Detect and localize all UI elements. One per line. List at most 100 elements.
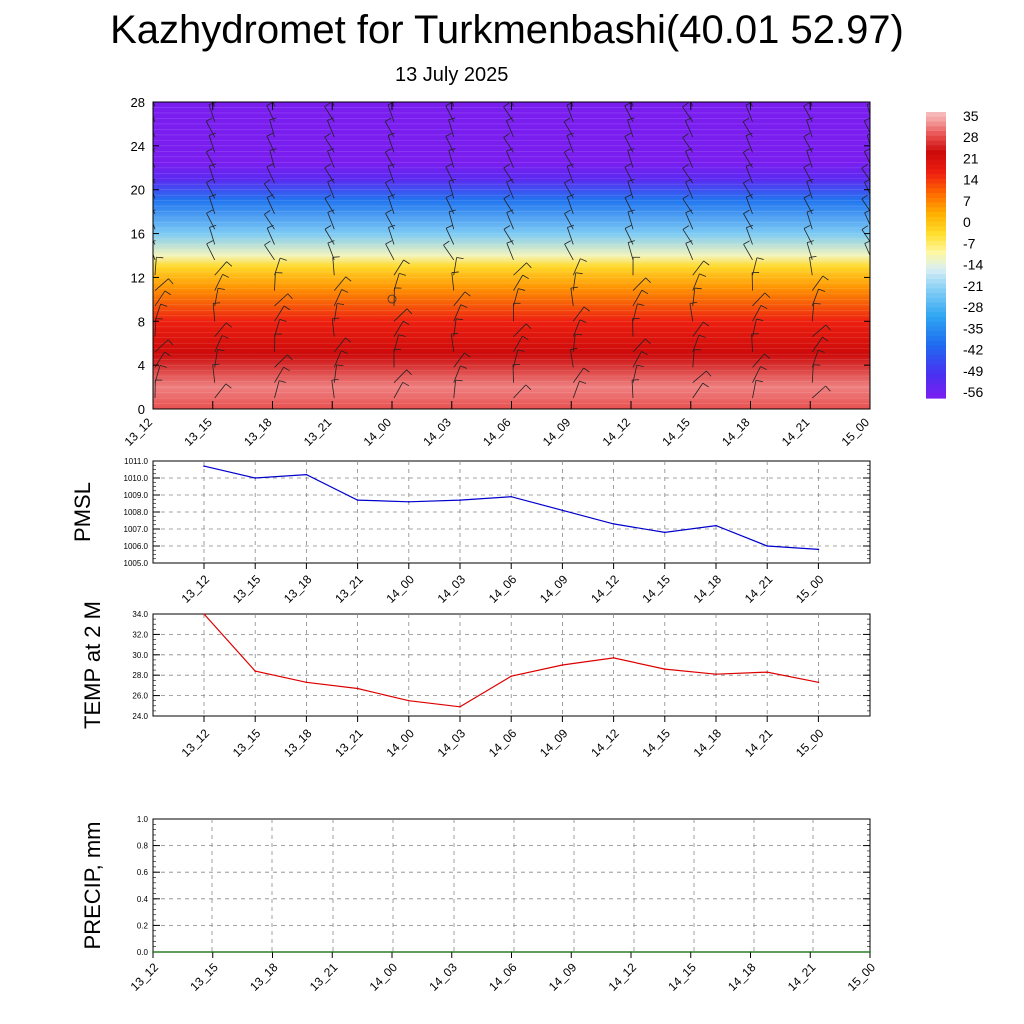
wind-barb [570,288,574,306]
wind-barb-flag [283,366,290,372]
y-axis-label: PRECIP, mm [80,822,105,950]
wind-barb-flag [567,194,575,198]
wind-barb [685,243,694,261]
wind-barb-flag [526,262,532,269]
wind-barb-flag [345,276,352,282]
wind-barb-flag [146,195,152,199]
wind-barb-flag [264,179,271,184]
y-tick-label: 4 [138,358,145,373]
wind-barb [393,308,408,322]
colorbar-swatch [926,274,946,280]
y-tick-label: 1007.0 [124,525,149,534]
colorbar-swatch [926,202,946,208]
wind-barb [274,305,285,322]
wind-barb [274,380,280,399]
colorbar-swatch [926,293,946,299]
wind-barb [624,166,634,184]
wind-barb-flag [503,194,510,199]
wind-barb-flag [806,209,814,213]
wind-barb [445,166,455,184]
x-tick-label: 13_12 [179,726,213,760]
series-point [715,673,717,675]
colorbar-swatch [926,255,946,261]
wind-barb-flag [153,209,156,212]
series-line [203,613,819,708]
wind-barb [214,335,223,353]
wind-barb [327,242,335,261]
y-tick-label: 0.2 [137,921,149,930]
wind-barb [154,290,166,307]
x-tick-label: 14_09 [537,572,571,606]
wind-barb-flag [332,256,340,258]
wind-barb [685,181,694,199]
x-tick-label: 13_18 [247,960,281,994]
colorbar-swatch [926,154,946,161]
wind-barb [632,338,646,353]
colorbar-swatch [926,221,946,227]
wind-barb [811,324,827,337]
colorbar-swatch [926,359,946,366]
colorbar-swatch [926,126,946,132]
wind-barb [624,197,634,215]
wind-barb-flag [864,87,870,90]
x-tick-label: 13_12 [128,960,162,994]
wind-barb [566,135,574,153]
colorbar-swatch [926,316,946,323]
wind-barb [627,242,634,260]
wind-barb-flag [803,224,811,229]
wind-barb [453,257,458,276]
colorbar-swatch [926,369,946,375]
wind-barb-flag [682,133,689,138]
wind-barb [872,259,881,275]
wind-barb [632,303,638,322]
wind-barb [450,334,455,353]
y-tick-label: 1009.0 [124,491,149,500]
wind-barb-flag [451,271,459,274]
x-tick-label: 14_18 [691,726,725,760]
wind-barb [806,119,813,138]
precip-panel: 0.0 0.2 0.4 0.6 0.8 1.0 13_12 13_15 13_18 13_21 14… [80,815,878,994]
wind-barb [624,228,634,245]
wind-barb-flag [324,102,331,107]
series-point [305,473,308,476]
colorbar-swatch [926,207,946,213]
wind-barb-flag [624,102,632,107]
colorbar-swatch [926,350,946,356]
x-tick-label: 14_09 [540,415,574,449]
colorbar-swatch [926,112,946,118]
wind-barb [872,321,880,337]
wind-barb [206,243,216,261]
colorbar-swatch [926,183,946,189]
colorbar-label: -28 [963,299,983,315]
wind-barb [861,168,870,181]
wind-barb [206,182,216,199]
series-point [408,501,410,503]
wind-barb-flag [525,384,532,390]
wind-barb-flag [217,287,225,290]
series-point [356,499,359,501]
wind-barb-flag [153,117,156,119]
colorbar-label: -7 [963,235,976,251]
wind-barb [448,119,455,138]
wind-barb-flag [880,321,886,324]
wind-barb-flag [399,272,407,276]
wind-barb-flag [506,117,513,121]
wind-barb [751,333,753,353]
wind-barb-flag [884,308,889,313]
wind-barb [564,182,574,199]
x-tick-label: 13_15 [187,960,221,994]
series-point [305,681,308,684]
wind-barb [513,384,527,399]
wind-barb-flag [884,369,889,374]
wind-barb-flag [867,133,870,136]
wind-barb-flag [803,163,811,168]
wind-barb-flag [279,319,287,322]
x-tick-label: 13_15 [230,572,264,606]
wind-barb-flag [746,224,754,228]
colorbar-swatch [926,197,946,204]
wind-barb-flag [279,380,287,383]
wind-barb-flag [743,87,749,91]
wind-barb-flag [876,273,883,275]
wind-barb [624,136,634,153]
wind-barb [324,228,335,245]
